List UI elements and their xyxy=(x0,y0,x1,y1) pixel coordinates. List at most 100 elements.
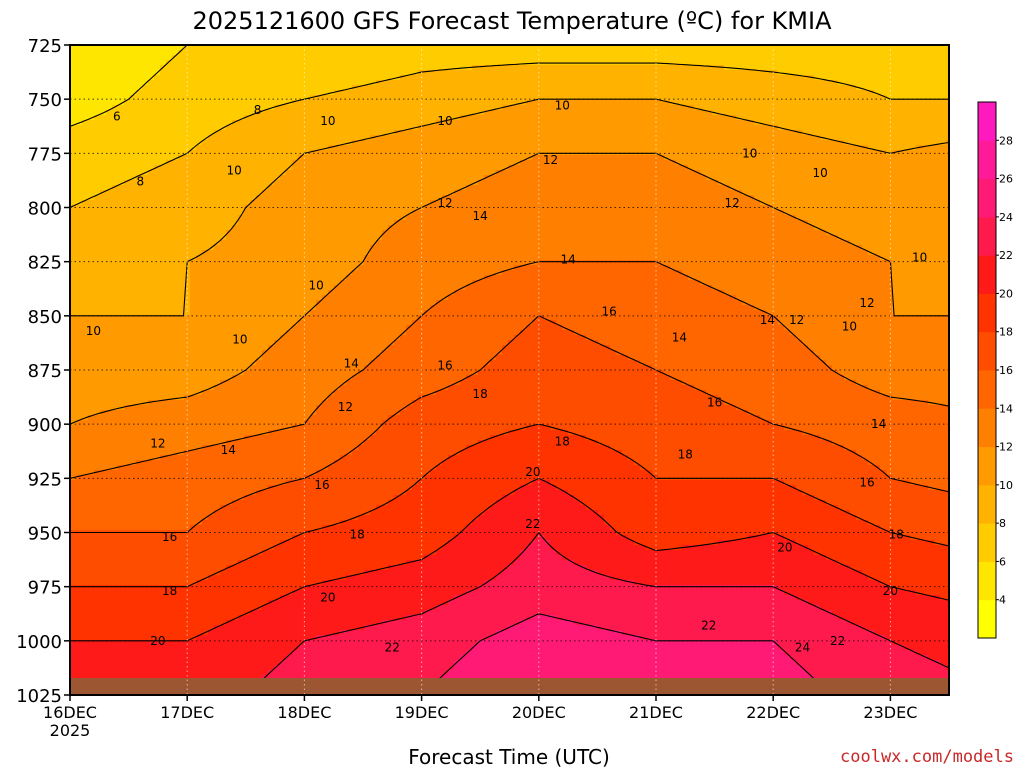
field-cell xyxy=(148,645,155,651)
field-cell xyxy=(142,190,149,196)
field-cell xyxy=(280,455,287,461)
field-cell xyxy=(208,290,215,296)
field-cell xyxy=(118,165,125,171)
field-cell xyxy=(118,340,125,346)
field-cell xyxy=(136,540,143,546)
field-cell xyxy=(76,435,83,441)
field-cell xyxy=(244,675,251,681)
field-cell xyxy=(136,490,143,496)
field-cell xyxy=(136,235,143,241)
field-cell xyxy=(148,415,155,421)
field-cell xyxy=(256,375,263,381)
field-cell xyxy=(220,665,227,671)
field-cell xyxy=(160,605,167,611)
field-cell xyxy=(184,645,191,651)
field-cell xyxy=(220,80,227,86)
field-cell xyxy=(112,485,119,491)
field-cell xyxy=(76,430,83,436)
field-cell xyxy=(214,325,221,331)
field-cell xyxy=(208,550,215,556)
field-cell xyxy=(118,80,125,86)
field-cell xyxy=(280,280,287,286)
field-cell xyxy=(106,355,113,361)
field-cell xyxy=(160,215,167,221)
field-cell xyxy=(220,475,227,481)
field-cell xyxy=(250,620,257,626)
field-cell xyxy=(238,460,245,466)
field-cell xyxy=(118,155,125,161)
field-cell xyxy=(88,255,95,261)
field-cell xyxy=(250,130,257,136)
field-cell xyxy=(88,650,95,656)
field-cell xyxy=(136,450,143,456)
field-cell xyxy=(232,115,239,121)
field-cell xyxy=(178,325,185,331)
field-cell xyxy=(136,90,143,96)
field-cell xyxy=(208,115,215,121)
field-cell xyxy=(196,585,203,591)
field-cell xyxy=(196,245,203,251)
field-cell xyxy=(214,560,221,566)
field-cell xyxy=(250,305,257,311)
field-cell xyxy=(130,305,137,311)
field-cell xyxy=(256,415,263,421)
field-cell xyxy=(148,90,155,96)
field-cell xyxy=(220,290,227,296)
field-cell xyxy=(214,125,221,131)
field-cell xyxy=(226,640,233,646)
field-cell xyxy=(208,300,215,306)
field-cell xyxy=(250,365,257,371)
field-cell xyxy=(172,75,179,81)
field-cell xyxy=(178,260,185,266)
field-cell xyxy=(292,295,299,301)
field-cell xyxy=(88,275,95,281)
field-cell xyxy=(136,315,143,321)
field-cell xyxy=(178,610,185,616)
field-cell xyxy=(226,240,233,246)
field-cell xyxy=(262,415,269,421)
field-cell xyxy=(232,330,239,336)
field-cell xyxy=(88,500,95,506)
field-cell xyxy=(214,205,221,211)
field-cell xyxy=(88,180,95,186)
field-cell xyxy=(118,670,125,676)
field-cell xyxy=(256,280,263,286)
field-cell xyxy=(130,535,137,541)
field-cell xyxy=(286,215,293,221)
field-cell xyxy=(244,305,251,311)
field-cell xyxy=(112,365,119,371)
field-cell xyxy=(112,160,119,166)
field-cell xyxy=(136,140,143,146)
field-cell xyxy=(268,140,275,146)
field-cell xyxy=(100,575,107,581)
field-cell xyxy=(136,655,143,661)
field-cell xyxy=(142,670,149,676)
field-cell xyxy=(124,470,131,476)
field-cell xyxy=(160,75,167,81)
field-cell xyxy=(190,675,197,681)
field-cell xyxy=(202,460,209,466)
field-cell xyxy=(202,100,209,106)
field-cell xyxy=(100,545,107,551)
field-cell xyxy=(268,160,275,166)
field-cell xyxy=(262,270,269,276)
field-cell xyxy=(124,85,131,91)
field-cell xyxy=(184,590,191,596)
field-cell xyxy=(178,45,185,51)
field-cell xyxy=(292,625,299,631)
field-cell xyxy=(160,405,167,411)
field-cell xyxy=(130,430,137,436)
field-cell xyxy=(190,505,197,511)
field-cell xyxy=(256,200,263,206)
field-cell xyxy=(298,255,305,261)
field-cell xyxy=(76,350,83,356)
field-cell xyxy=(154,135,161,141)
field-cell xyxy=(202,140,209,146)
field-cell xyxy=(172,385,179,391)
field-cell xyxy=(256,440,263,446)
field-cell xyxy=(82,365,89,371)
field-cell xyxy=(160,675,167,681)
field-cell xyxy=(142,315,149,321)
field-cell xyxy=(226,535,233,541)
field-cell xyxy=(244,140,251,146)
